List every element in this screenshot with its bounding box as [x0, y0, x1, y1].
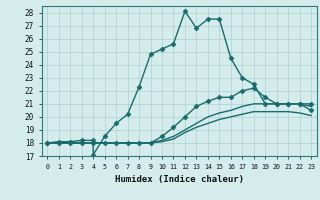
X-axis label: Humidex (Indice chaleur): Humidex (Indice chaleur) [115, 175, 244, 184]
